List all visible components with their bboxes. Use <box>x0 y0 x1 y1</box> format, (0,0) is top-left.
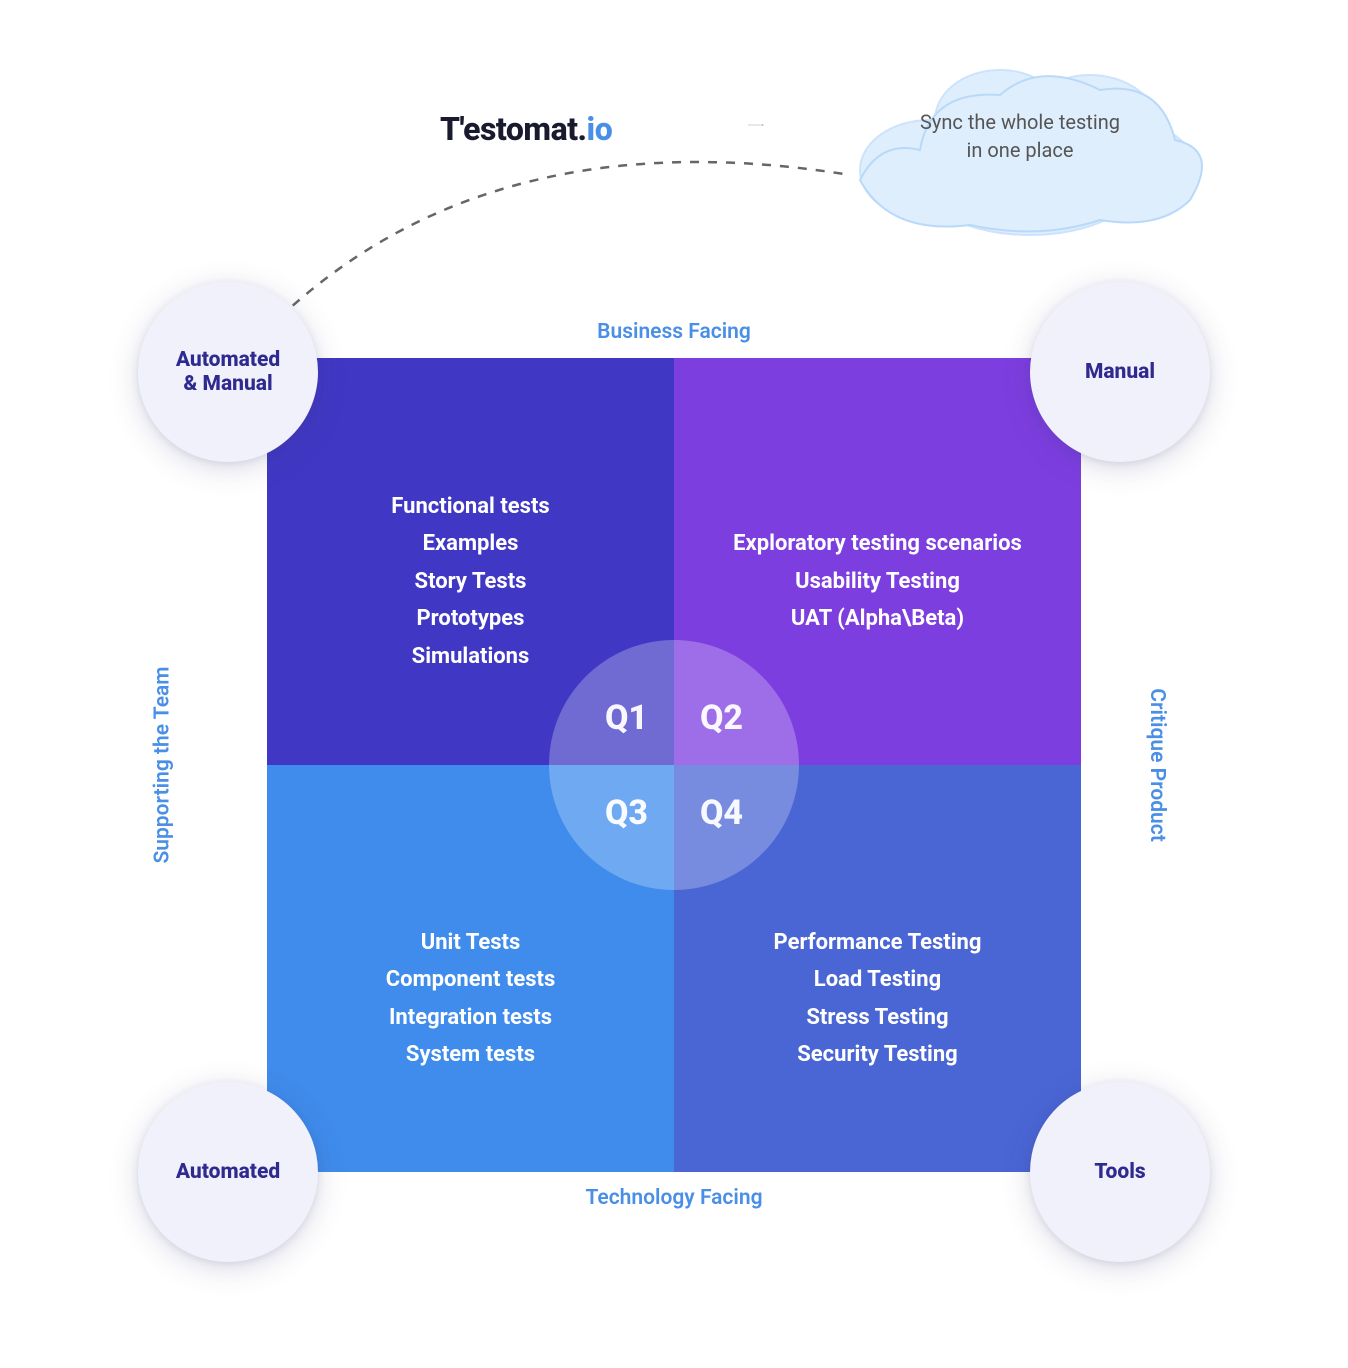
quadrant-item: Stress Testing <box>774 999 982 1036</box>
q1-items: Functional testsExamplesStory TestsProto… <box>391 488 549 675</box>
quadrant-item: Unit Tests <box>386 924 556 961</box>
quadrant-item: Functional tests <box>391 488 549 525</box>
cloud-caption: Sync the whole testing in one place <box>880 108 1160 164</box>
cloud-line2: in one place <box>967 138 1074 162</box>
quadrant-item: Exploratory testing scenarios <box>733 525 1022 562</box>
quadrant-item: UAT (Alpha\Beta) <box>733 600 1022 637</box>
logo-middle: 'estomat. <box>460 110 587 148</box>
center-q3-label: Q3 <box>575 793 648 863</box>
logo-prefix: T <box>440 110 460 148</box>
badge-manual: Manual <box>1030 282 1210 462</box>
center-circle: Q1 Q2 Q3 Q4 <box>549 640 799 890</box>
cloud-line1: Sync the whole testing <box>920 110 1120 134</box>
quadrant-item: Integration tests <box>386 999 556 1036</box>
arrow-icon <box>716 124 796 126</box>
q2-items: Exploratory testing scenariosUsability T… <box>733 525 1022 637</box>
quadrant-item: Component tests <box>386 961 556 998</box>
diagram-container: T'estomat.io Sync the whole testing in o… <box>0 0 1348 1368</box>
quadrant-item: Story Tests <box>391 563 549 600</box>
q3-items: Unit TestsComponent testsIntegration tes… <box>386 924 556 1074</box>
quadrant-item: System tests <box>386 1036 556 1073</box>
quadrant-item: Load Testing <box>774 961 982 998</box>
quadrant-item: Security Testing <box>774 1036 982 1073</box>
badge-tools: Tools <box>1030 1082 1210 1262</box>
logo-suffix: io <box>587 110 613 148</box>
quadrant-item: Prototypes <box>391 600 549 637</box>
axis-left-label: Supporting the Team <box>151 666 175 863</box>
q4-items: Performance TestingLoad TestingStress Te… <box>774 924 982 1074</box>
badge-automated: Automated <box>138 1082 318 1262</box>
brand-logo: T'estomat.io <box>440 110 612 148</box>
quadrant-item: Simulations <box>391 638 549 675</box>
center-q4-label: Q4 <box>700 793 773 863</box>
center-q2-label: Q2 <box>700 668 773 738</box>
badge-automated-manual: Automated& Manual <box>138 282 318 462</box>
axis-right-label: Critique Product <box>1145 688 1169 842</box>
quadrant-item: Examples <box>391 525 549 562</box>
center-q1-label: Q1 <box>575 668 648 738</box>
quadrant-item: Performance Testing <box>774 924 982 961</box>
quadrant-item: Usability Testing <box>733 563 1022 600</box>
